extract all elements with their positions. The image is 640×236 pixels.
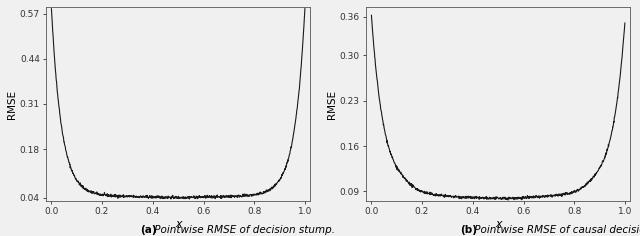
Text: Pointwise RMSE of decision stump.: Pointwise RMSE of decision stump.: [151, 225, 335, 235]
X-axis label: x: x: [175, 219, 182, 229]
Y-axis label: RMSE: RMSE: [327, 89, 337, 118]
Text: (a): (a): [140, 225, 156, 235]
Y-axis label: RMSE: RMSE: [7, 89, 17, 118]
Text: Pointwise RMSE of causal decision stump.: Pointwise RMSE of causal decision stump.: [471, 225, 640, 235]
X-axis label: x: x: [495, 219, 502, 229]
Text: (b): (b): [460, 225, 477, 235]
